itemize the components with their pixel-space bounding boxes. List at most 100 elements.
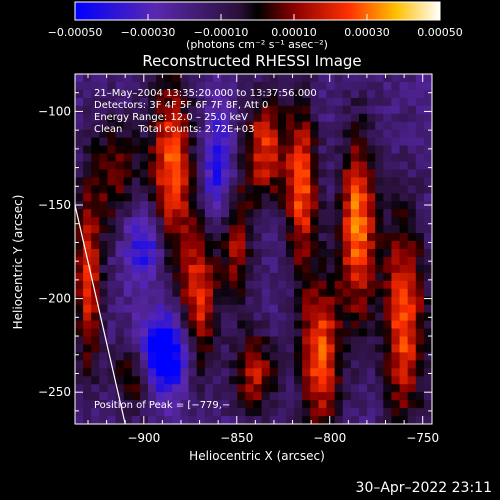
heatmap-cell: [237, 81, 246, 91]
heatmap-cell: [123, 368, 133, 377]
heatmap-cell: [123, 256, 133, 266]
heatmap-cell: [269, 209, 279, 218]
heatmap-cell: [212, 408, 222, 417]
heatmap-cell: [285, 344, 295, 353]
heatmap-cell: [383, 169, 393, 178]
heatmap-cell: [212, 264, 222, 274]
heatmap-cell: [285, 272, 295, 282]
heatmap-cell: [204, 74, 214, 83]
heatmap-cell: [204, 177, 214, 186]
heatmap-cell: [334, 153, 344, 163]
heatmap-cell: [245, 249, 255, 258]
heatmap-cell: [123, 280, 133, 290]
heatmap-cell: [148, 233, 157, 242]
heatmap-cell: [91, 97, 100, 107]
heatmap-cell: [245, 320, 255, 330]
heatmap-cell: [318, 161, 328, 171]
heatmap-cell: [423, 233, 432, 242]
heatmap-cell: [188, 209, 198, 218]
heatmap-cell: [148, 153, 157, 163]
heatmap-cell: [196, 280, 206, 290]
heatmap-cell: [131, 113, 141, 123]
heatmap-cell: [326, 217, 336, 226]
heatmap-cell: [131, 241, 141, 250]
heatmap-cell: [261, 400, 271, 409]
heatmap-cell: [164, 272, 173, 282]
heatmap-cell: [180, 352, 190, 361]
heatmap-cell: [204, 97, 214, 107]
heatmap-cell: [99, 81, 109, 91]
heatmap-cell: [261, 272, 271, 282]
heatmap-cell: [156, 392, 165, 401]
heatmap-cell: [350, 352, 360, 361]
heatmap-cell: [139, 97, 149, 107]
heatmap-cell: [310, 121, 320, 131]
heatmap-cell: [334, 272, 344, 282]
heatmap-cell: [407, 400, 417, 409]
heatmap-cell: [383, 288, 393, 298]
heatmap-cell: [245, 137, 255, 147]
heatmap-cell: [91, 137, 100, 147]
heatmap-cell: [375, 209, 384, 218]
heatmap-cell: [156, 368, 165, 377]
heatmap-cell: [358, 304, 368, 314]
heatmap-cell: [115, 217, 125, 226]
heatmap-cell: [115, 169, 125, 178]
heatmap-cell: [375, 241, 384, 250]
heatmap-cell: [391, 320, 401, 330]
heatmap-cell: [164, 336, 173, 346]
heatmap-cell: [212, 97, 222, 107]
heatmap-cell: [148, 296, 157, 306]
heatmap-cell: [253, 328, 263, 338]
heatmap-cell: [277, 193, 287, 202]
heatmap-cell: [391, 193, 401, 202]
heatmap-cell: [342, 129, 352, 139]
heatmap-cell: [375, 225, 384, 234]
heatmap-cell: [75, 336, 84, 346]
heatmap-cell: [375, 312, 384, 322]
heatmap-cell: [415, 328, 425, 338]
heatmap-cell: [75, 416, 84, 424]
heatmap-cell: [253, 296, 263, 306]
heatmap-cell: [399, 129, 409, 139]
heatmap-cell: [91, 336, 100, 346]
heatmap-cell: [237, 360, 246, 369]
heatmap-cell: [91, 296, 100, 306]
heatmap-cell: [367, 328, 376, 338]
heatmap-cell: [342, 201, 352, 210]
heatmap-cell: [423, 400, 432, 409]
heatmap-cell: [156, 376, 165, 385]
heatmap-cell: [91, 121, 100, 131]
heatmap-cell: [285, 97, 295, 107]
heatmap-cell: [253, 185, 263, 194]
heatmap-cell: [269, 376, 279, 385]
heatmap-cell: [229, 249, 238, 258]
heatmap-cell: [221, 129, 230, 139]
heatmap-cell: [318, 97, 328, 107]
heatmap-cell: [99, 360, 109, 369]
heatmap-cell: [407, 121, 417, 131]
heatmap-cell: [326, 113, 336, 123]
heatmap-cell: [99, 217, 109, 226]
heatmap-cell: [334, 161, 344, 171]
heatmap-cell: [407, 264, 417, 274]
heatmap-cell: [342, 344, 352, 353]
heatmap-cell: [229, 296, 238, 306]
heatmap-cell: [334, 296, 344, 306]
heatmap-cell: [107, 280, 117, 290]
heatmap-cell: [156, 384, 165, 393]
heatmap-cell: [318, 177, 328, 186]
heatmap-cell: [212, 320, 222, 330]
heatmap-cell: [131, 288, 141, 298]
heatmap-cell: [358, 288, 368, 298]
heatmap-cell: [91, 344, 100, 353]
heatmap-cell: [115, 185, 125, 194]
heatmap-cell: [156, 209, 165, 218]
heatmap-cell: [91, 392, 100, 401]
heatmap-cell: [99, 336, 109, 346]
heatmap-cell: [375, 280, 384, 290]
heatmap-cell: [188, 249, 198, 258]
heatmap-cell: [180, 105, 190, 115]
heatmap-cell: [334, 320, 344, 330]
heatmap-cell: [253, 201, 263, 210]
